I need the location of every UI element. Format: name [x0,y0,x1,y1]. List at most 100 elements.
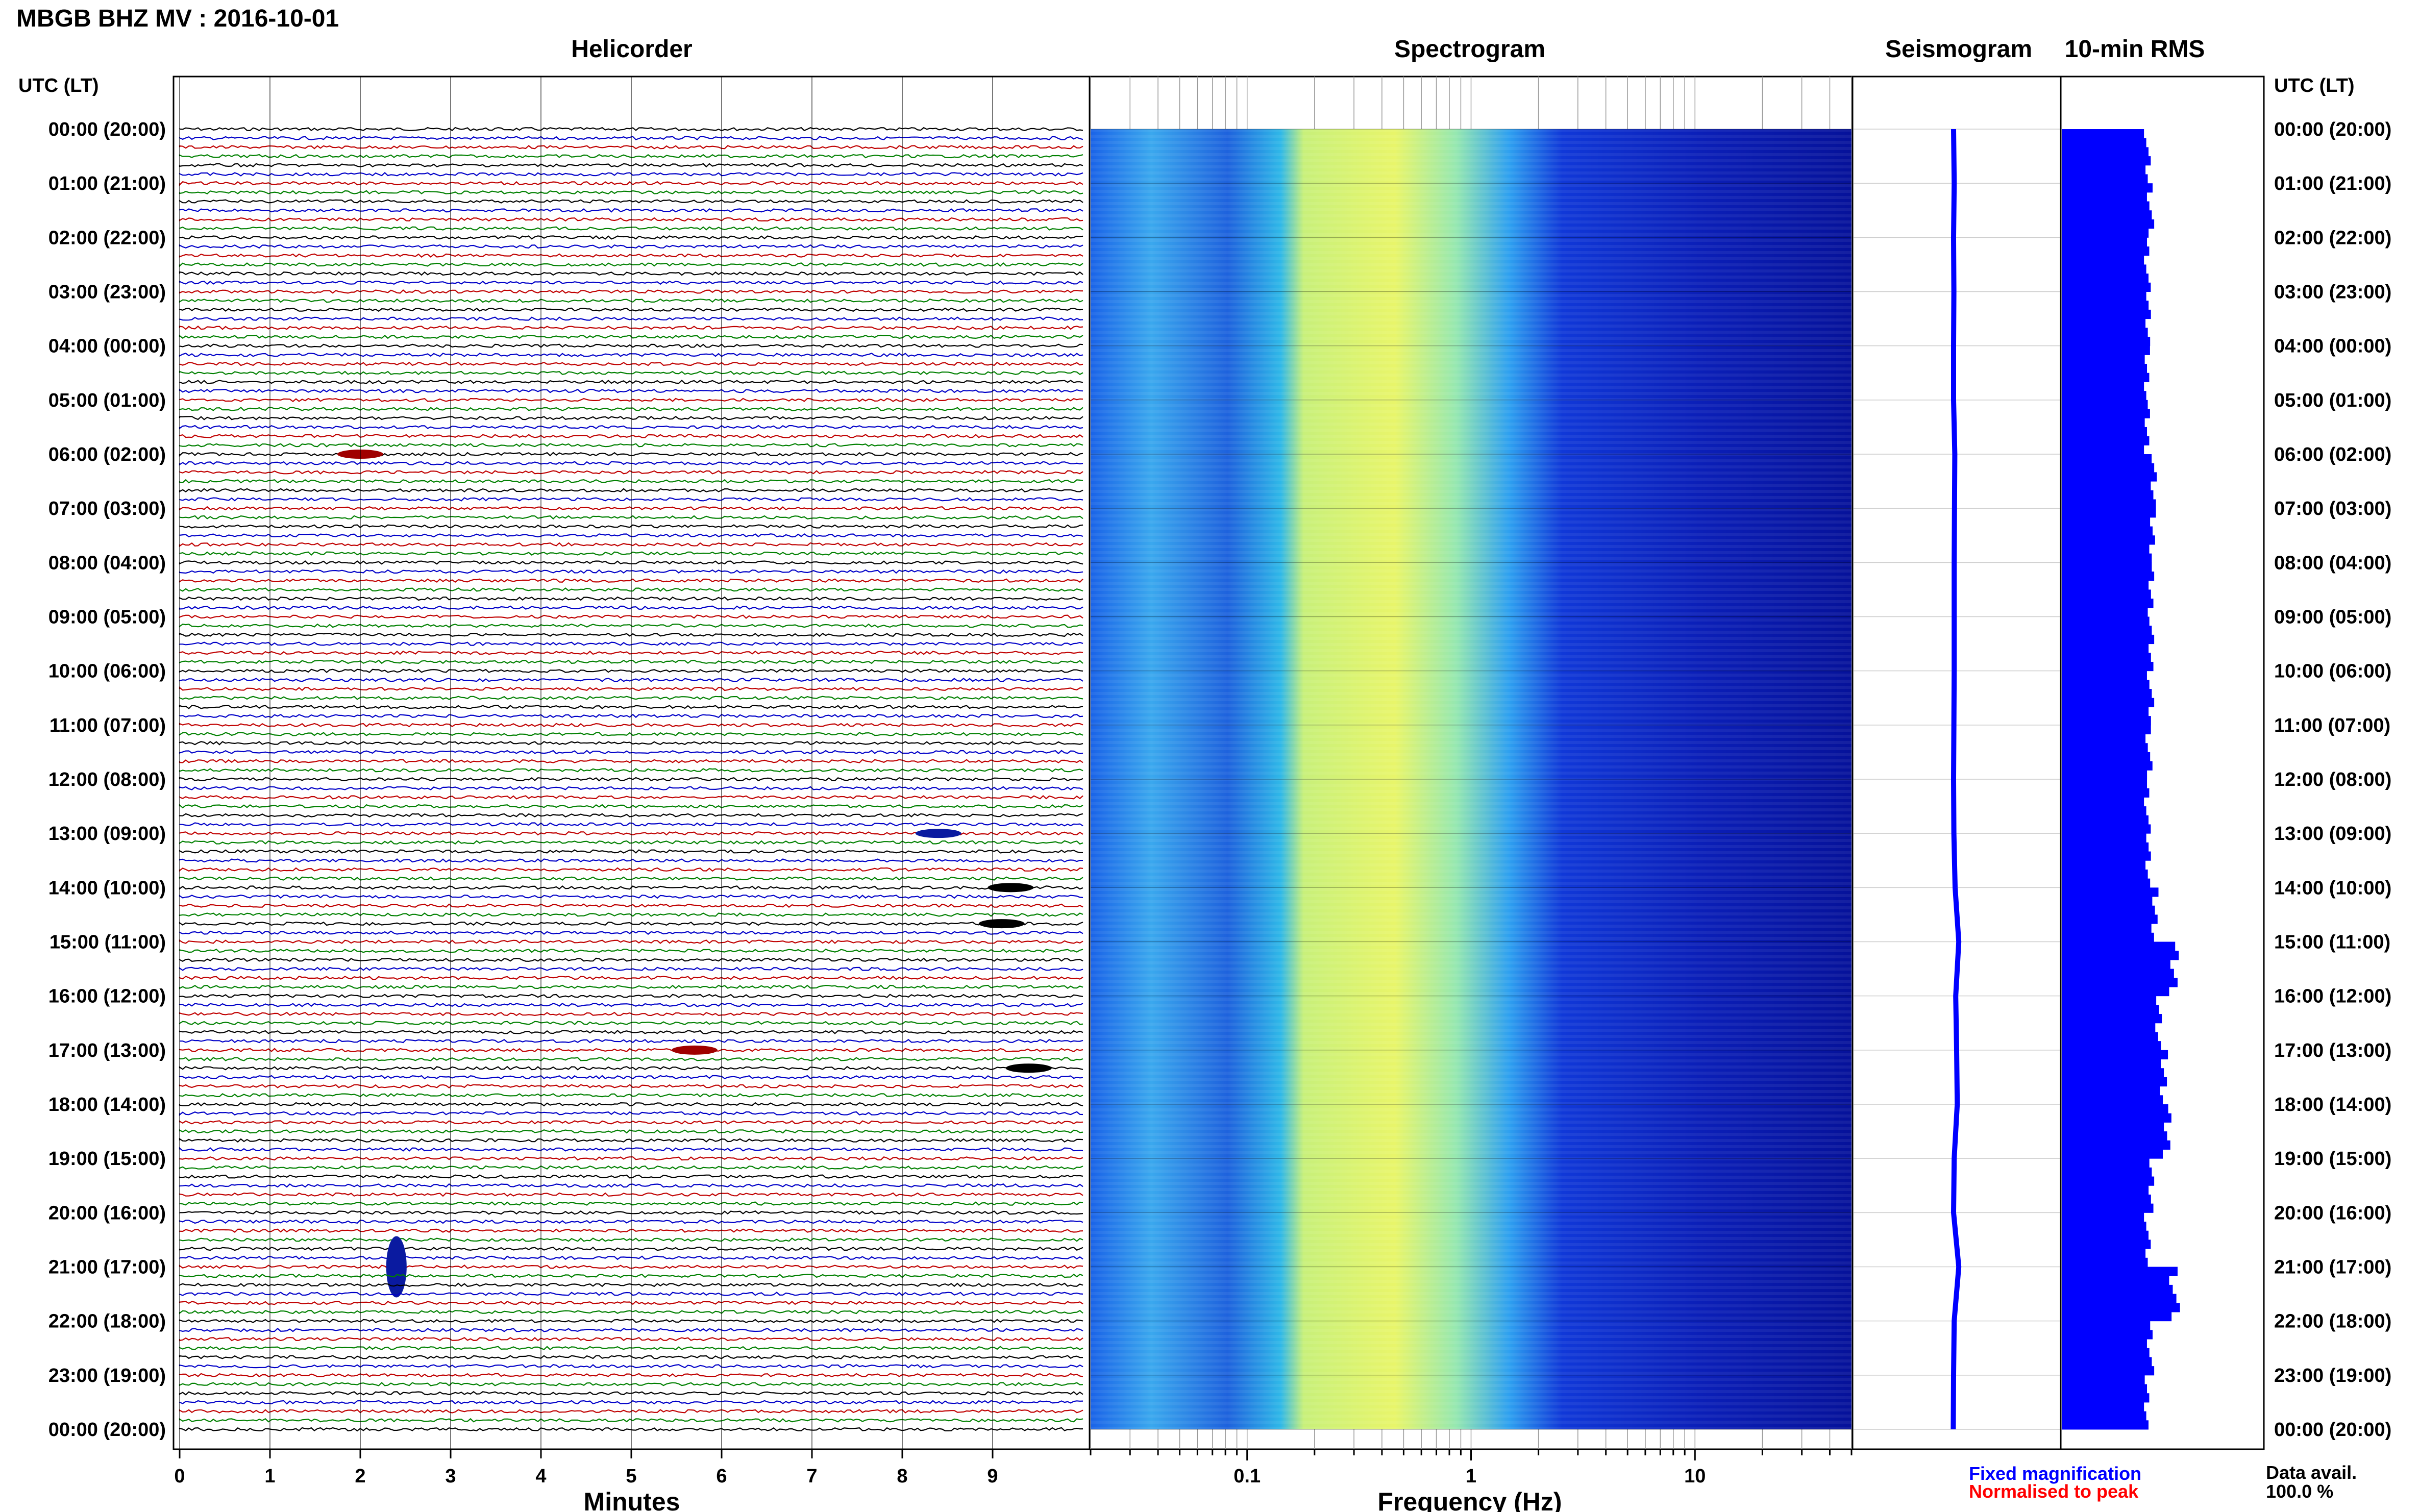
time-label: 14:00 (10:00) [2274,877,2391,899]
helicorder-trace [179,1391,1083,1396]
rms-bar [2062,526,2153,536]
helicorder-trace [179,1373,1083,1378]
helicorder-trace [179,1075,1083,1080]
rms-bar [2062,1032,2158,1042]
helicorder-trace [179,686,1083,691]
helicorder-trace [179,1237,1083,1242]
minute-tick-label: 0 [174,1466,185,1487]
time-label: 14:00 (10:00) [48,877,166,899]
helicorder-trace [179,398,1083,403]
time-label: 11:00 (07:00) [50,715,166,736]
rms-bar [2062,1158,2150,1168]
helicorder-trace [179,677,1083,682]
helicorder-trace [179,1300,1083,1305]
legend-normalised-to-peak: Normalised to peak [1969,1481,2139,1502]
rms-bar [2062,707,2149,716]
minute-tick-label: 5 [626,1466,636,1487]
rms-bar [2062,689,2152,699]
time-label: 08:00 (04:00) [48,552,166,574]
rms-bar [2062,1185,2149,1195]
helicorder-trace [179,1409,1083,1414]
rms-bar [2062,1294,2177,1303]
helicorder-trace [179,966,1083,971]
helicorder-trace [179,542,1083,547]
rms-bar [2062,562,2152,572]
helicorder-trace [179,1084,1083,1088]
helicorder-trace [179,732,1083,736]
helicorder-trace [179,425,1083,430]
rms-bar [2062,589,2151,599]
rms-bar [2062,1402,2144,1412]
helicorder-trace [179,1048,1083,1053]
frequency-axis-label: Frequency (Hz) [1377,1488,1562,1512]
helicorder-trace [179,497,1083,502]
helicorder-trace [179,912,1083,917]
rms-bar [2062,400,2148,410]
figure-title: MBGB BHZ MV : 2016-10-01 [16,5,339,32]
minute-tick-label: 8 [897,1466,907,1487]
panel-title-spectrogram: Spectrogram [1394,36,1545,63]
time-label: 16:00 (12:00) [2274,986,2391,1007]
time-label: 23:00 (19:00) [2274,1365,2391,1386]
rms-bar [2062,1104,2168,1114]
helicorder-trace [179,858,1083,863]
helicorder-trace [179,994,1083,998]
rms-bar [2062,643,2149,653]
helicorder-trace [179,136,1083,141]
helicorder-trace [179,172,1083,177]
helicorder-event [988,883,1034,893]
rms-bar [2062,1176,2155,1186]
helicorder-trace [179,208,1083,213]
time-label: 22:00 (18:00) [2274,1311,2391,1332]
rms-bar [2062,860,2146,870]
rms-bar [2062,138,2146,147]
time-label: 21:00 (17:00) [48,1257,166,1278]
rms-bar [2062,192,2147,202]
minute-tick-label: 3 [445,1466,456,1487]
time-label: 01:00 (21:00) [2274,173,2391,194]
rms-bar [2062,1411,2146,1421]
rms-bar [2062,986,2169,997]
helicorder-trace [179,154,1083,159]
helicorder-trace [179,777,1083,782]
time-labels-right: 00:00 (20:00) 01:00 (21:00) 02:00 (22:00) 0… [2274,119,2391,1441]
helicorder-trace [179,1129,1083,1134]
time-label: 07:00 (03:00) [48,498,166,519]
rms-bar [2062,328,2148,337]
rms-bar [2062,996,2157,1005]
helicorder-trace [179,379,1083,384]
rms-bar [2062,661,2154,672]
rms-bar [2062,301,2149,310]
rms-bar [2062,391,2146,401]
helicorder-trace [179,975,1083,980]
rms-bar [2062,318,2146,328]
rms-bar [2062,969,2174,978]
rms-bar [2062,1230,2149,1240]
helicorder-trace [179,1003,1083,1007]
helicorder-trace [179,181,1083,186]
rms-bar [2062,716,2151,726]
time-labels-left: 00:00 (20:00) 01:00 (21:00) 02:00 (22:00) 0… [48,119,166,1441]
legend-fixed-magnification: Fixed magnification [1969,1463,2141,1484]
rms-bar [2062,1257,2148,1267]
rms-bar [2062,1059,2161,1069]
time-label: 01:00 (21:00) [48,173,166,194]
rms-bar [2062,616,2150,626]
rms-bar [2062,1167,2152,1177]
rms-bar [2062,653,2151,662]
helicorder-trace [179,461,1083,466]
helicorder-trace [179,361,1083,366]
rms-bar [2062,634,2155,645]
helicorder-trace [179,244,1083,249]
rms-bar [2062,1122,2164,1132]
helicorder-trace [179,298,1083,303]
helicorder-trace [179,849,1083,854]
time-axis-label-left: UTC (LT) [18,75,99,96]
helicorder-event [386,1236,407,1298]
panel-title-seismogram: Seismogram [1885,36,2032,63]
helicorder-trace [179,1065,1083,1071]
data-avail-value: 100.0 % [2266,1481,2333,1502]
minutes-axis-label: Minutes [584,1488,680,1512]
helicorder-trace [179,226,1083,231]
